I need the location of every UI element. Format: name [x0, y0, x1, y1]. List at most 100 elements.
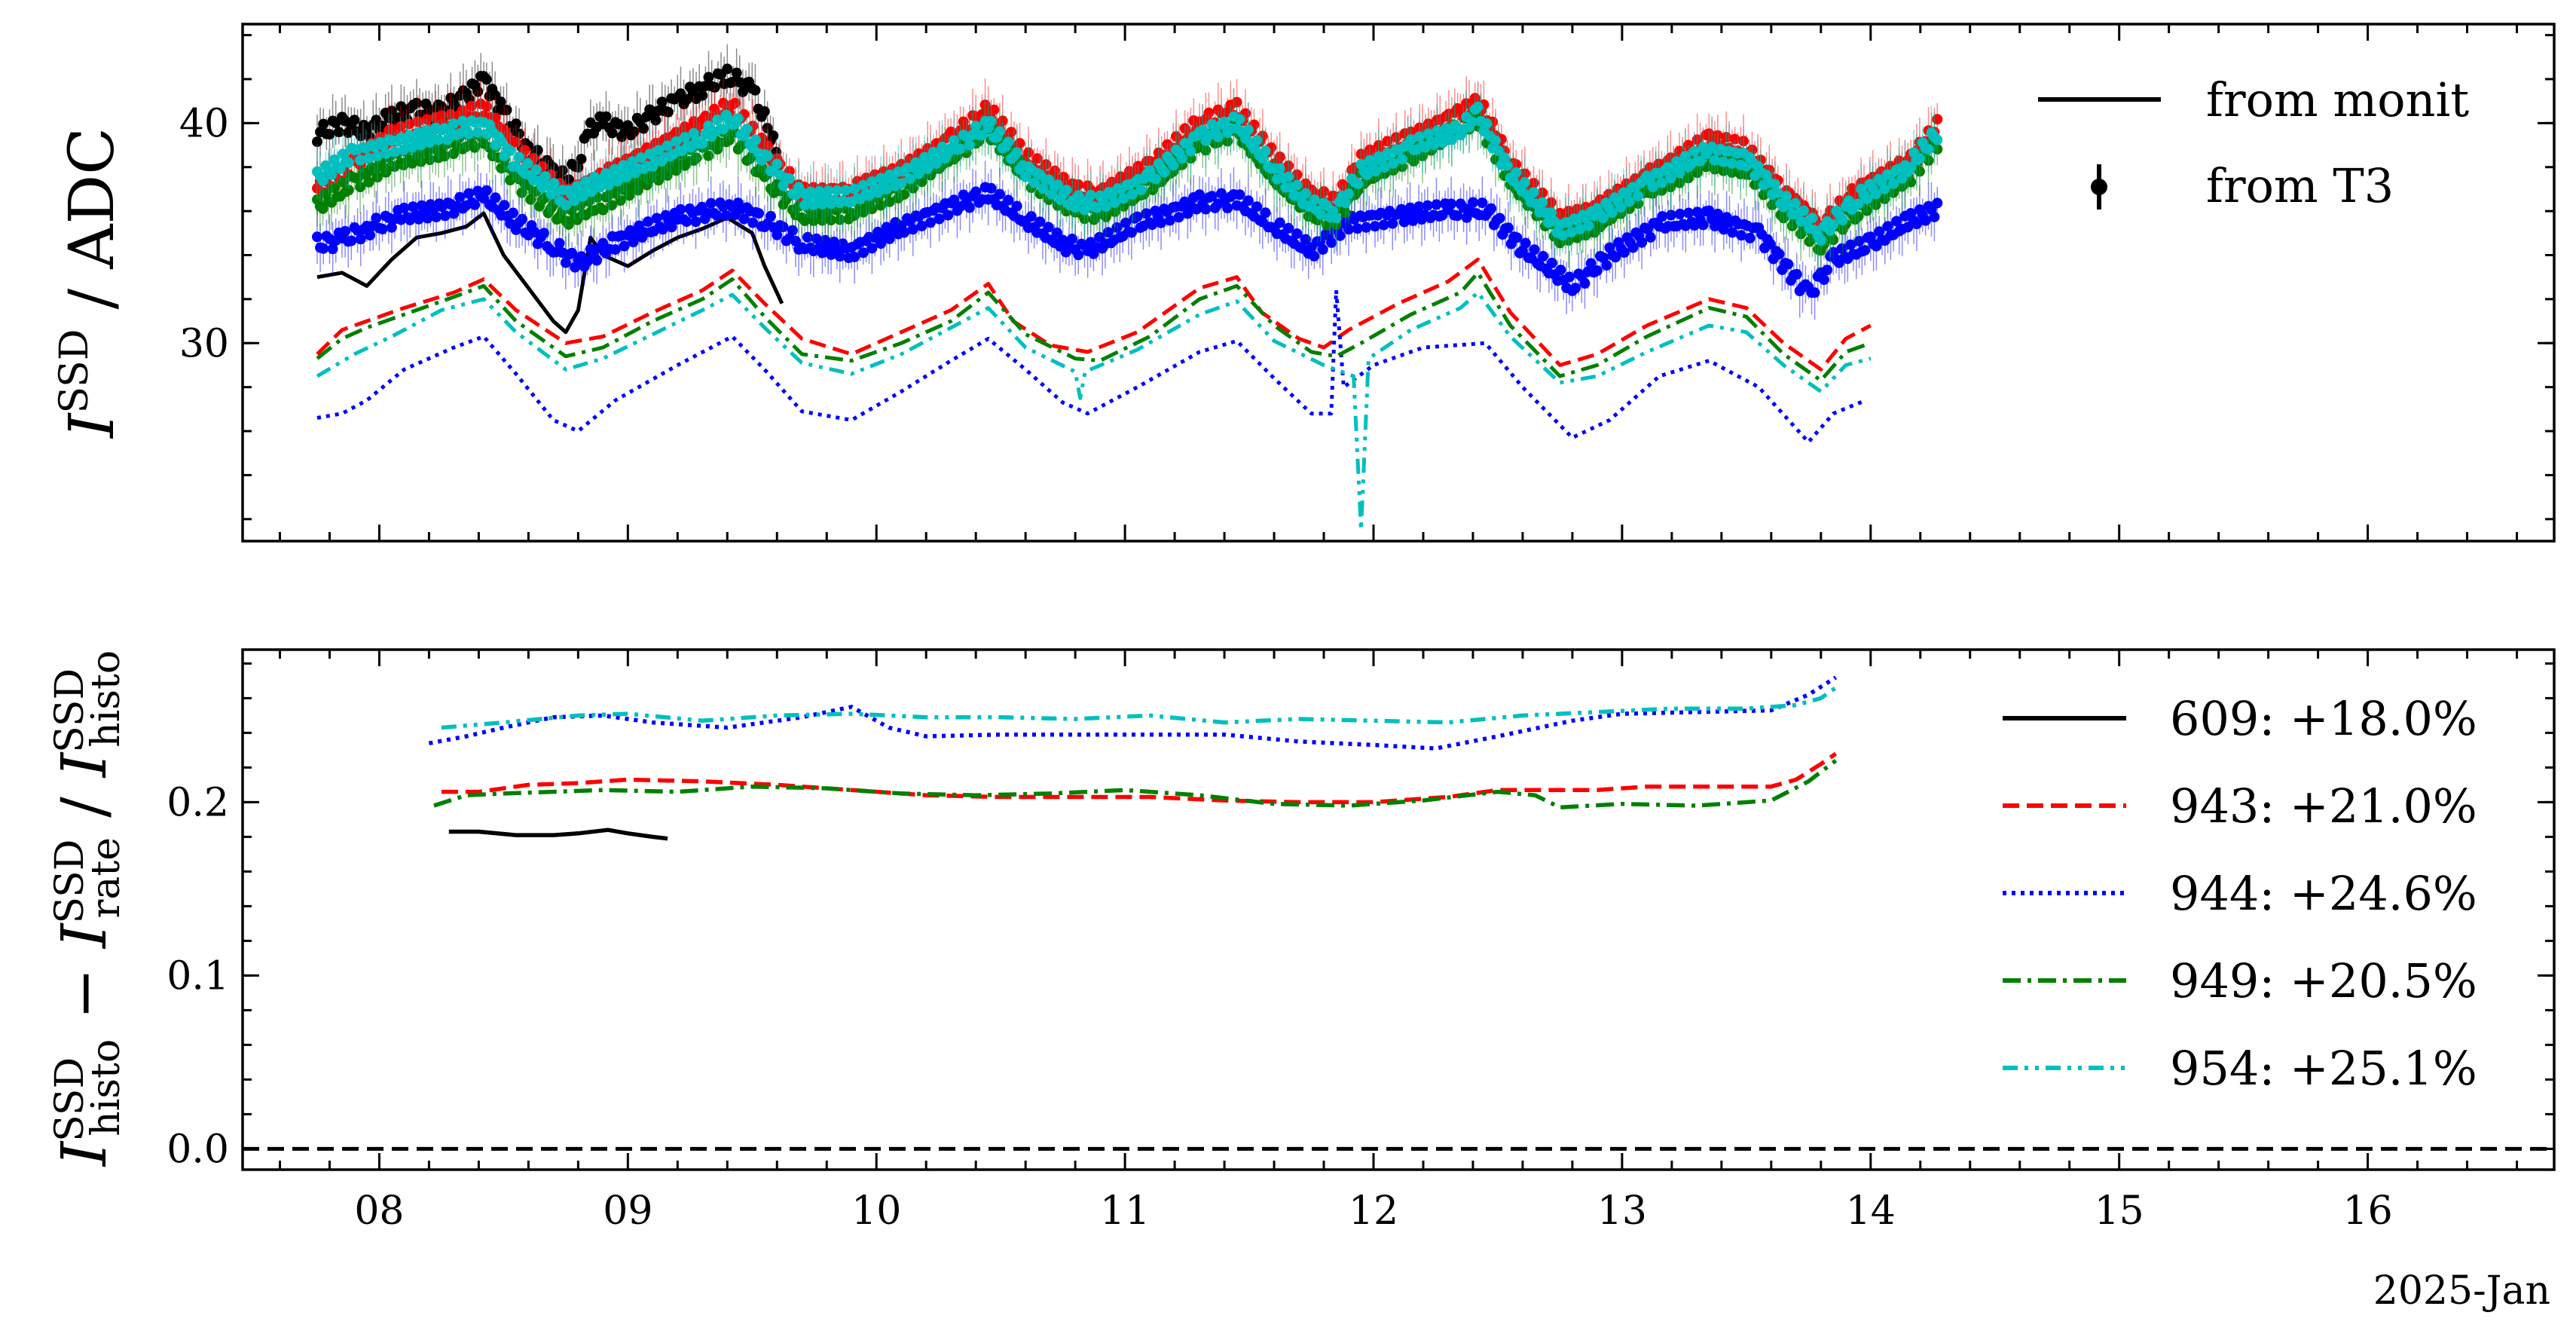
- t3-point: [1052, 227, 1062, 238]
- t3-point: [1168, 160, 1179, 171]
- t3-point: [1511, 159, 1522, 170]
- t3-point: [811, 233, 822, 244]
- t3-point: [762, 150, 773, 161]
- t3-point: [1879, 183, 1890, 194]
- t3-point: [324, 129, 335, 140]
- t3-point: [1809, 287, 1820, 298]
- t3-point: [466, 100, 477, 112]
- t3-point: [1242, 195, 1254, 206]
- t3-point: [863, 190, 875, 201]
- t3-point: [481, 101, 492, 112]
- t3-point: [1102, 227, 1114, 238]
- t3-point: [1352, 178, 1364, 189]
- t3-point: [395, 121, 406, 132]
- t3-point: [607, 127, 618, 139]
- t3-point: [1396, 161, 1407, 173]
- t3-point: [1891, 216, 1902, 227]
- t3-point: [925, 217, 936, 228]
- y-tick-label: 0.1: [167, 953, 229, 999]
- t3-point: [787, 225, 798, 236]
- t3-point: [1744, 232, 1756, 243]
- t3-point: [1923, 144, 1934, 154]
- t3-point: [1159, 167, 1170, 178]
- t3-point: [1546, 258, 1557, 268]
- t3-point: [1519, 168, 1530, 179]
- t3-point: [1052, 179, 1063, 191]
- t3-point: [1291, 228, 1303, 240]
- t3-point: [964, 202, 975, 213]
- t3-point: [768, 130, 779, 142]
- t3-point: [1396, 154, 1407, 165]
- t3-point: [675, 203, 686, 215]
- t3-point: [1200, 203, 1212, 215]
- t3-point: [1309, 250, 1320, 262]
- t3-point: [591, 255, 603, 266]
- t3-point: [363, 176, 374, 188]
- t3-point: [1405, 134, 1416, 145]
- t3-point: [318, 243, 329, 254]
- t3-point: [913, 168, 924, 179]
- t3-point: [501, 105, 512, 115]
- t3-point: [1647, 182, 1658, 192]
- t3-point: [1326, 237, 1337, 248]
- t3-point: [1710, 154, 1720, 166]
- monit-line-949: [316, 271, 1872, 383]
- t3-point: [1141, 208, 1152, 219]
- t3-point: [1452, 210, 1463, 222]
- t3-point: [469, 199, 481, 210]
- t3-point: [628, 126, 640, 137]
- monit-line-954: [316, 290, 1872, 532]
- t3-point: [421, 124, 432, 136]
- t3-point: [407, 142, 418, 153]
- monit-line-944: [316, 288, 1867, 445]
- t3-point: [1836, 243, 1847, 254]
- t3-point: [1905, 161, 1917, 173]
- t3-point: [834, 251, 845, 262]
- t3-point: [1874, 226, 1885, 237]
- t3-point: [656, 96, 668, 108]
- t3-point: [463, 128, 474, 139]
- t3-point: [671, 136, 682, 147]
- t3-point: [985, 115, 997, 127]
- top-legend-label-monit: from monit: [2206, 72, 2469, 127]
- t3-point: [1679, 151, 1691, 162]
- t3-point: [1222, 203, 1233, 214]
- t3-point: [386, 222, 397, 233]
- t3-point: [1519, 176, 1530, 188]
- t3-point: [1126, 227, 1137, 238]
- t3-point: [1031, 153, 1043, 164]
- y-tick-label: 40: [179, 101, 229, 146]
- t3-point: [1079, 213, 1090, 225]
- monit-line-609: [316, 211, 784, 335]
- t3-point: [1502, 222, 1514, 234]
- t3-point: [481, 74, 492, 85]
- bottom-series-layer: [428, 675, 1838, 841]
- top-scatter-layer: [312, 44, 1943, 320]
- t3-point: [653, 175, 665, 186]
- t3-point: [431, 212, 442, 222]
- t3-point: [1422, 128, 1434, 139]
- t3-point: [1721, 132, 1732, 143]
- t3-point: [1807, 213, 1818, 224]
- t3-point: [1446, 198, 1457, 210]
- t3-point: [681, 216, 692, 228]
- t3-point: [1111, 222, 1123, 233]
- t3-point: [722, 63, 733, 75]
- t3-point: [355, 234, 366, 245]
- t3-point: [472, 86, 484, 97]
- t3-point: [338, 148, 349, 160]
- t3-point: [1520, 237, 1531, 249]
- t3-point: [380, 148, 392, 159]
- t3-point: [1378, 219, 1389, 231]
- t3-point: [495, 96, 506, 108]
- t3-point: [448, 148, 459, 159]
- t3-point: [363, 152, 374, 164]
- t3-point: [1461, 212, 1472, 223]
- top-legend-label-t3: from T3: [2206, 158, 2394, 213]
- t3-point: [343, 185, 354, 196]
- t3-point: [1413, 201, 1425, 213]
- ratio-line-949: [433, 759, 1838, 810]
- t3-point: [1665, 182, 1676, 193]
- t3-point: [1645, 231, 1656, 243]
- t3-point: [1657, 211, 1668, 222]
